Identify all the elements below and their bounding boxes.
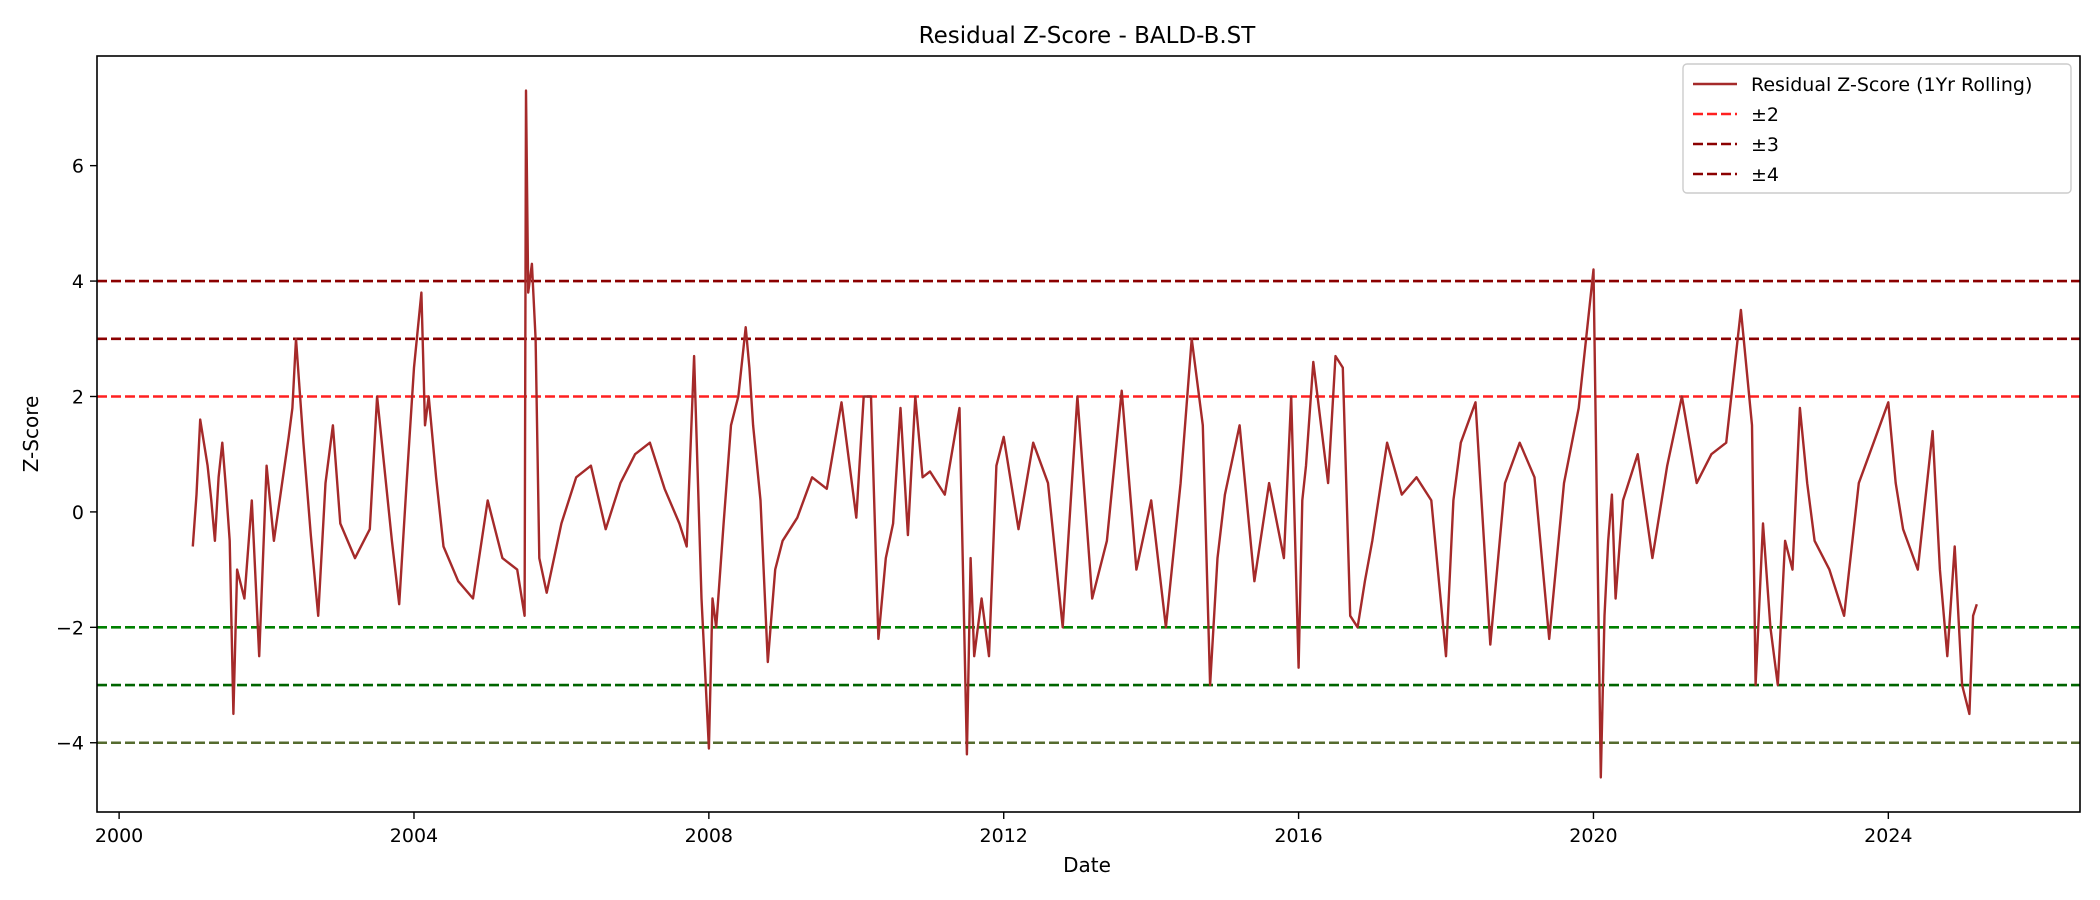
x-tick-label: 2012 <box>980 825 1028 847</box>
legend-label: ±2 <box>1751 104 1779 126</box>
x-axis-label: Date <box>1063 853 1111 877</box>
x-tick-label: 2024 <box>1864 825 1912 847</box>
y-tick-label: 6 <box>72 156 84 178</box>
x-axis: 2000 2004 2008 2012 2016 2020 2024 <box>95 812 1913 847</box>
y-tick-label: −4 <box>56 733 84 755</box>
x-tick-label: 2020 <box>1569 825 1617 847</box>
y-axis-label: Z-Score <box>19 396 43 473</box>
chart-title: Residual Z-Score - BALD-B.ST <box>919 23 1257 49</box>
x-tick-label: 2000 <box>95 825 143 847</box>
x-tick-label: 2004 <box>390 825 438 847</box>
legend-box <box>1682 63 2072 194</box>
series-layer <box>191 89 1978 779</box>
y-tick-label: 2 <box>72 386 84 408</box>
legend-label: ±3 <box>1751 134 1779 156</box>
x-tick-label: 2016 <box>1274 825 1322 847</box>
plot-frame <box>96 55 2081 813</box>
legend-label: ±4 <box>1751 164 1779 186</box>
y-tick-label: −2 <box>56 617 84 639</box>
x-tick-label: 2008 <box>685 825 733 847</box>
y-tick-label: 0 <box>72 502 84 524</box>
y-axis: −4 −2 0 2 4 6 <box>56 156 97 755</box>
legend: Residual Z-Score (1Yr Rolling) ±2 ±3 ±4 <box>1682 63 2072 194</box>
series-line <box>191 89 1978 779</box>
y-tick-label: 4 <box>72 271 84 293</box>
legend-label: Residual Z-Score (1Yr Rolling) <box>1751 74 2032 96</box>
